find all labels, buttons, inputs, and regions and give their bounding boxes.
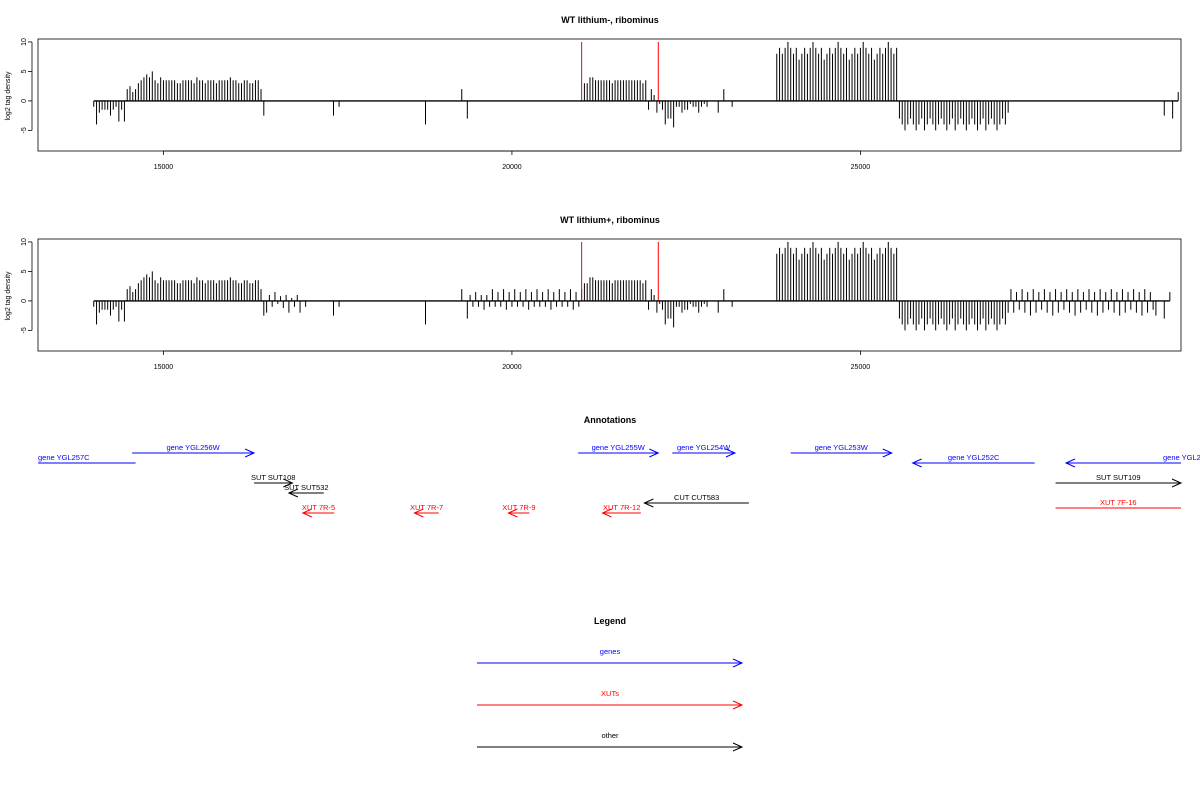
- feature-label: XUT 7R-12: [603, 503, 640, 512]
- annotation-feature: gene YGL257C: [38, 453, 136, 464]
- arrowhead-left-icon: [911, 458, 922, 468]
- legend-entry: genes: [477, 647, 744, 668]
- arrowhead-left-icon: [301, 508, 313, 518]
- track-title: WT lithium+, ribominus: [560, 215, 660, 225]
- feature-label: gene YGL256W: [166, 443, 220, 452]
- annotation-feature: SUT SUT108: [251, 473, 295, 488]
- arrowhead-right-icon: [283, 478, 294, 488]
- arrowhead-right-icon: [882, 448, 893, 458]
- arrowhead-right-icon: [725, 448, 737, 458]
- feature-label: XUT 7R-7: [410, 503, 443, 512]
- feature-label: SUT SUT108: [251, 473, 295, 482]
- legend: Legend genes XUTs other: [477, 616, 744, 752]
- arrowhead-left-icon: [507, 508, 518, 518]
- annotation-feature: XUT 7R-5: [301, 503, 335, 518]
- feature-label: CUT CUT583: [674, 493, 719, 502]
- bar-series: [93, 41, 1179, 131]
- y-tick-label: 0: [21, 99, 28, 103]
- arrowhead-left-icon: [601, 508, 612, 518]
- feature-label: XUT 7R-5: [302, 503, 335, 512]
- track-panel-lithium-plus: WT lithium+, ribominus log2 tag density …: [5, 215, 1182, 371]
- feature-label: SUT SUT532: [284, 483, 328, 492]
- feature-label: XUT 7F-16: [1100, 498, 1137, 507]
- annotation-feature: SUT SUT532: [284, 483, 329, 498]
- feature-label: gene YGL254W: [677, 443, 731, 452]
- y-tick-label: 0: [21, 299, 28, 303]
- legend-entry: other: [477, 731, 744, 752]
- arrowhead-right-icon: [649, 448, 660, 458]
- x-tick-label: 15000: [154, 164, 174, 171]
- x-tick-label: 25000: [851, 164, 871, 171]
- feature-label: XUT 7R-9: [502, 503, 535, 512]
- annotation-feature: CUT CUT583: [643, 493, 749, 508]
- y-tick-label: -5: [21, 327, 28, 333]
- legend-label: genes: [600, 647, 621, 656]
- annotation-feature: gene YGL256W: [132, 443, 256, 458]
- annotation-features: gene YGL257C gene YGL256W gene YGL255W gene…: [38, 443, 1200, 518]
- arrowhead-right-icon: [732, 700, 744, 710]
- track-title: WT lithium-, ribominus: [561, 15, 659, 25]
- y-axis-label: log2 tag density: [5, 271, 12, 321]
- x-tick-label: 20000: [502, 164, 522, 171]
- feature-label: gene YGL257C: [38, 453, 90, 462]
- arrowhead-right-icon: [1171, 478, 1183, 488]
- annotation-feature: gene YGL251C: [1064, 453, 1200, 468]
- annotation-feature: gene YGL252C: [911, 453, 1035, 468]
- legend-entry: XUTs: [477, 689, 744, 710]
- y-tick-label: 5: [21, 69, 28, 73]
- feature-label: gene YGL252C: [948, 453, 1000, 462]
- x-axis: 15000 20000 25000: [154, 350, 871, 371]
- marker-lines: [581, 42, 659, 101]
- feature-label: gene YGL255W: [592, 443, 646, 452]
- annotation-feature: gene YGL253W: [790, 443, 893, 458]
- annotation-feature: XUT 7R-9: [502, 503, 536, 518]
- legend-label: other: [601, 731, 619, 740]
- x-tick-label: 20000: [502, 364, 522, 371]
- y-axis: 10 5 0 -5: [21, 38, 33, 133]
- arrowhead-right-icon: [732, 742, 744, 752]
- x-axis: 15000 20000 25000: [154, 150, 871, 171]
- arrowhead-left-icon: [413, 508, 424, 518]
- arrowhead-left-icon: [1064, 458, 1076, 468]
- x-tick-label: 25000: [851, 364, 871, 371]
- y-tick-label: 5: [21, 269, 28, 273]
- annotation-feature: XUT 7F-16: [1055, 498, 1181, 509]
- feature-label: SUT SUT109: [1096, 473, 1140, 482]
- arrowhead-left-icon: [643, 498, 654, 508]
- y-tick-label: 10: [21, 38, 28, 46]
- feature-label: gene YGL253W: [815, 443, 869, 452]
- annotation-feature: SUT SUT109: [1055, 473, 1183, 488]
- y-tick-label: -5: [21, 127, 28, 133]
- annotation-feature: gene YGL255W: [578, 443, 660, 458]
- track-panel-lithium-minus: WT lithium-, ribominus log2 tag density …: [5, 15, 1182, 171]
- legend-title: Legend: [594, 616, 626, 626]
- feature-label: gene YGL251C: [1163, 453, 1200, 462]
- arrowhead-right-icon: [732, 658, 744, 668]
- annotation-feature: XUT 7R-7: [410, 503, 443, 518]
- annotations-title: Annotations: [584, 415, 637, 425]
- annotation-feature: gene YGL254W: [672, 443, 737, 458]
- annotation-feature: XUT 7R-12: [601, 503, 641, 518]
- y-axis: 10 5 0 -5: [21, 238, 33, 333]
- x-tick-label: 15000: [154, 364, 174, 371]
- arrowhead-left-icon: [287, 488, 299, 498]
- legend-items: genes XUTs other: [477, 647, 744, 752]
- y-axis-label: log2 tag density: [5, 71, 12, 121]
- legend-label: XUTs: [601, 689, 619, 698]
- arrowhead-right-icon: [244, 448, 256, 458]
- bar-series: [93, 241, 1171, 331]
- marker-lines: [581, 242, 659, 301]
- y-tick-label: 10: [21, 238, 28, 246]
